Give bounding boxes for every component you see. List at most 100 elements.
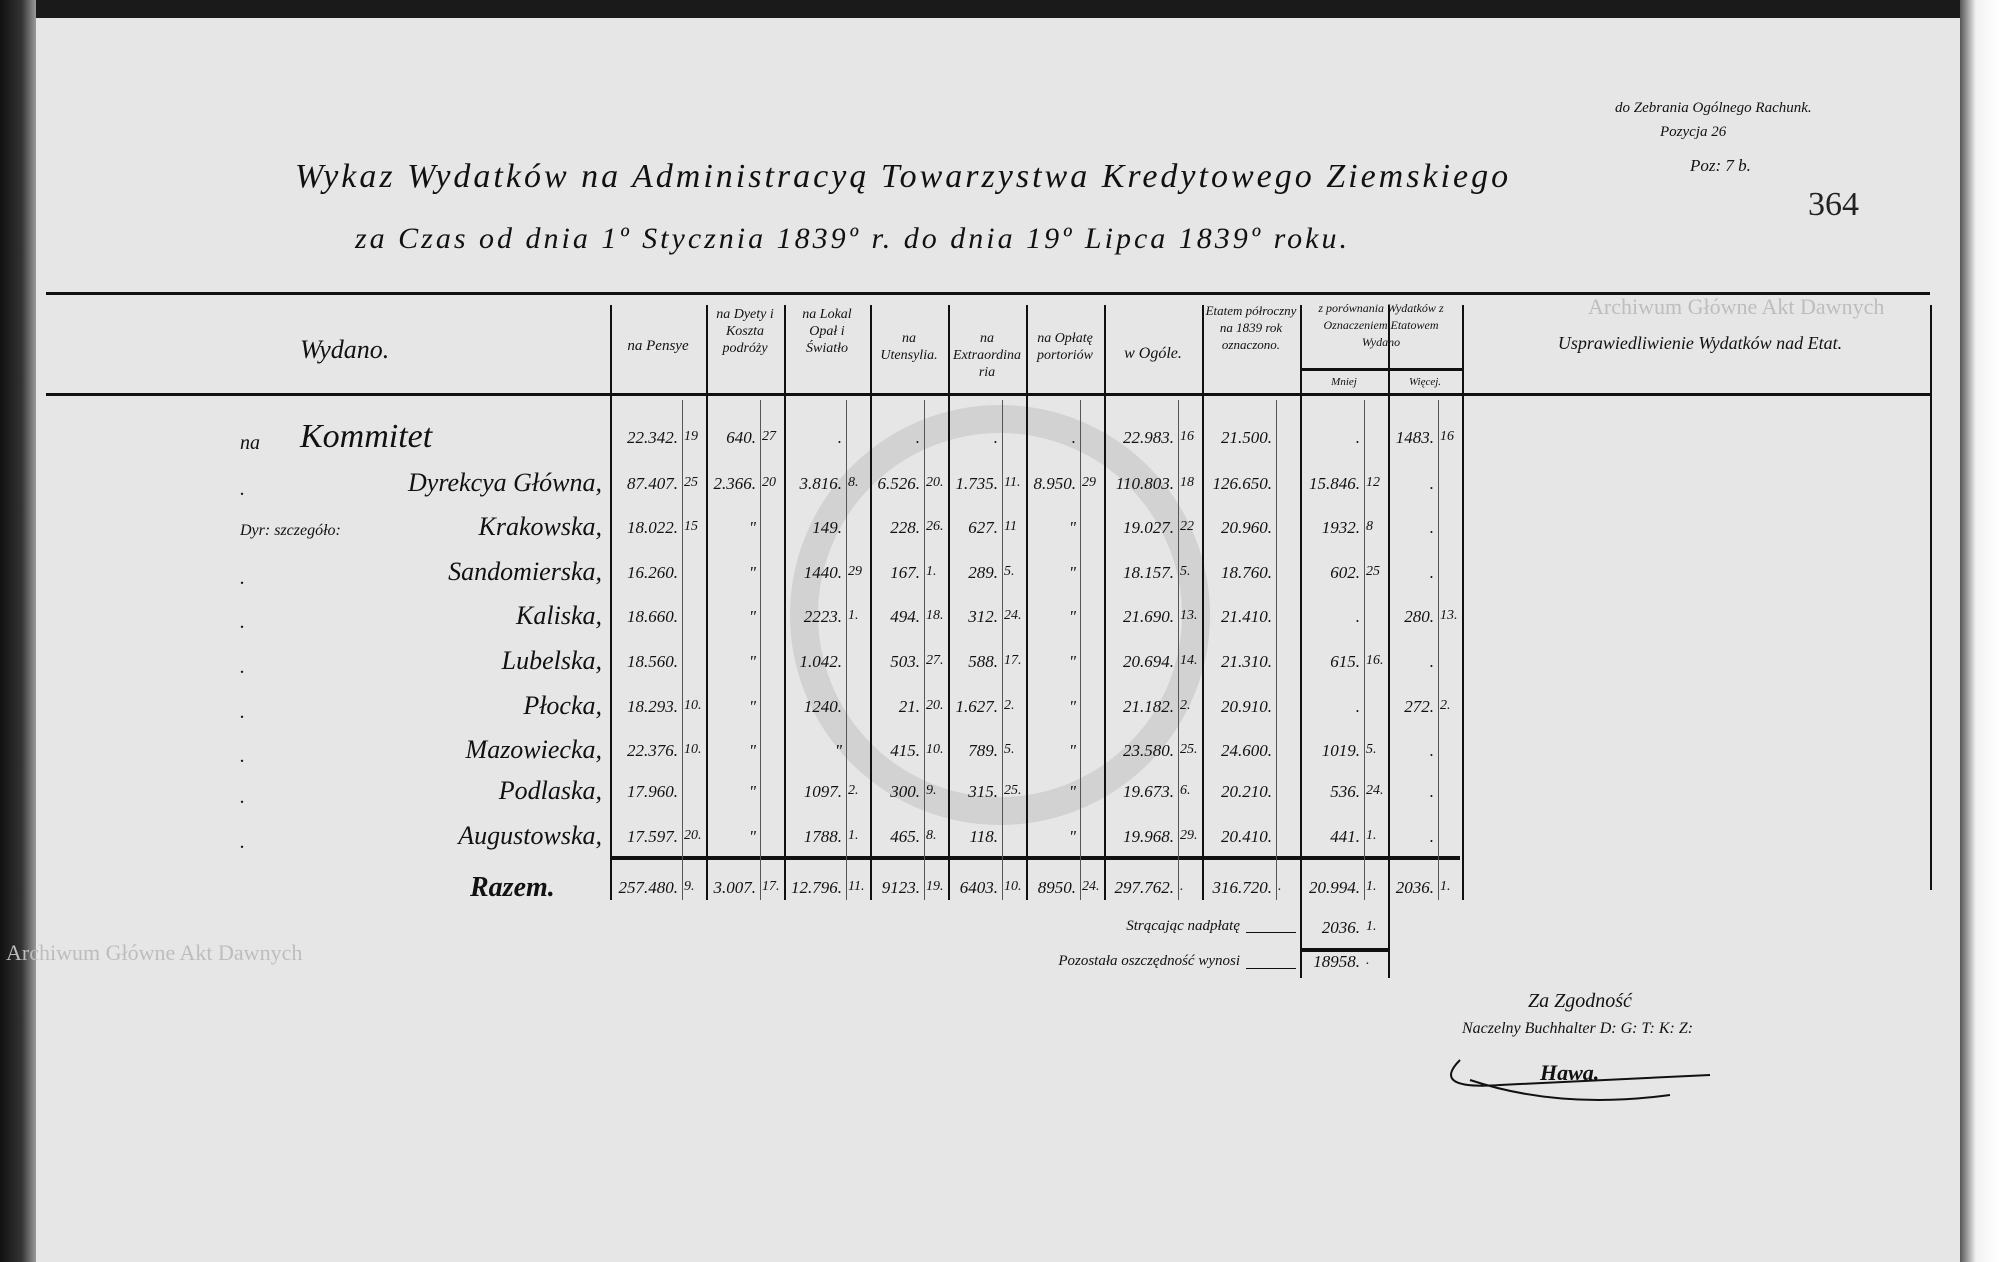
table-cell-value: 2223.	[803, 607, 842, 626]
table-cell-value: 6.526.	[877, 474, 921, 493]
deduction-label: Strącając nadpłatę	[1126, 918, 1240, 934]
scan-left-edge	[0, 0, 36, 1262]
total-cell-grosze: 1.	[1366, 879, 1377, 894]
table-cell-value: 1.735.	[955, 474, 999, 493]
deduction-value: 2036.	[1321, 918, 1360, 937]
column-divider	[1462, 305, 1464, 900]
table-cell-value: 22.983.	[1123, 428, 1174, 447]
row-prefix: .	[240, 567, 245, 589]
row-prefix: .	[240, 478, 245, 500]
table-cell-value: 19.027.	[1123, 518, 1174, 537]
table-cell-value: 627.	[968, 518, 998, 537]
table-cell-grosze: 10.	[684, 698, 702, 713]
table-cell-grosze: 20.	[926, 698, 944, 713]
column-divider	[1930, 305, 1932, 890]
table-cell-value: 1440.	[803, 563, 842, 582]
table-cell-grosze: 10.	[926, 742, 944, 757]
table-cell-value: 503.	[890, 652, 920, 671]
table-cell-grosze: 8.	[926, 828, 937, 843]
table-cell-value: 24.600.	[1221, 741, 1272, 760]
table-cell-value: .	[1429, 518, 1434, 537]
table-cell-value: 21.182.	[1123, 697, 1174, 716]
table-cell-value: .	[1429, 563, 1434, 582]
row-prefix: .	[240, 786, 245, 808]
total-cell-value: 316.720.	[1212, 878, 1273, 897]
table-cell-value: 20.910.	[1221, 697, 1272, 716]
total-cell-value: 12.796.	[791, 878, 842, 897]
table-cell-grosze: 2.	[1180, 698, 1191, 713]
table-cell-value: 640.	[726, 428, 756, 447]
header-bottom-rule	[46, 393, 1930, 396]
table-cell-value: 602.	[1330, 563, 1360, 582]
table-cell-grosze: 25.	[1004, 783, 1022, 798]
table-cell-value: .	[1429, 474, 1434, 493]
table-cell-value: 18.660.	[627, 607, 678, 626]
table-cell-value: 20.210.	[1221, 782, 1272, 801]
row-label: Mazowiecka,	[465, 735, 602, 764]
signature-flourish	[1450, 1059, 1711, 1101]
header-ogole: w Ogóle.	[1124, 345, 1182, 362]
table-cell-grosze: 27	[762, 429, 776, 444]
total-cell-value: 8950.	[1037, 878, 1076, 897]
summary-divider	[1300, 880, 1302, 978]
table-cell-value: 1788.	[803, 827, 842, 846]
table-cell-grosze: 16	[1440, 429, 1454, 444]
table-cell-value: 19.673.	[1123, 782, 1174, 801]
table-cell-grosze: 15	[684, 519, 698, 534]
table-cell-value: 110.803.	[1115, 474, 1174, 493]
table-cell-grosze: 29	[1082, 475, 1096, 490]
column-divider	[784, 305, 786, 900]
table-cell-grosze: 2.	[848, 783, 859, 798]
column-divider	[870, 305, 872, 900]
table-cell-value: "	[748, 741, 756, 760]
table-cell-grosze: 1.	[848, 828, 859, 843]
table-cell-grosze: 5.	[1004, 742, 1015, 757]
table-cell-value: 18.022.	[627, 518, 678, 537]
table-cell-value: "	[748, 782, 756, 801]
table-cell-grosze: 25.	[1180, 742, 1198, 757]
row-label: Augustowska,	[458, 821, 602, 850]
row-label: Płocka,	[523, 691, 602, 720]
column-divider	[1300, 305, 1302, 900]
signature-line-1: Za Zgodność	[1528, 990, 1632, 1012]
table-cell-value: "	[748, 563, 756, 582]
table-cell-value: .	[1355, 428, 1360, 447]
column-divider	[610, 305, 612, 900]
table-cell-value: 272.	[1404, 697, 1434, 716]
table-cell-grosze: 22	[1180, 519, 1194, 534]
table-cell-value: 20.410.	[1221, 827, 1272, 846]
row-label: Lubelska,	[501, 646, 602, 675]
total-label: Razem.	[470, 872, 555, 903]
table-cell-grosze: 20.	[926, 475, 944, 490]
table-cell-value: 16.260.	[627, 563, 678, 582]
table-cell-value: "	[1068, 827, 1076, 846]
header-extra: na Extraordinaria	[953, 331, 1021, 380]
subcolumn-divider	[846, 400, 847, 900]
archive-note-2: Pozycja 26	[1660, 124, 1727, 140]
row-prefix: Dyr: szczegóło:	[240, 522, 341, 539]
table-cell-value: "	[1068, 518, 1076, 537]
signature-line-2: Naczelny Buchhalter D: G: T: K: Z:	[1462, 1020, 1694, 1037]
total-cell-grosze: 19.	[926, 879, 944, 894]
table-cell-grosze: 5.	[1180, 564, 1191, 579]
table-cell-value: 20.694.	[1123, 652, 1174, 671]
table-cell-value: 21.310.	[1221, 652, 1272, 671]
table-cell-value: 494.	[890, 607, 920, 626]
total-cell-grosze: 9.	[684, 879, 695, 894]
table-cell-value: 22.342.	[627, 428, 678, 447]
document-title: Wykaz Wydatków na Administracyą Towarzys…	[295, 158, 1512, 195]
total-cell-grosze: .	[1180, 879, 1184, 894]
table-cell-value: "	[748, 697, 756, 716]
header-lokal: na Lokal Opał i Światło	[802, 307, 852, 356]
table-cell-grosze: 25	[1366, 564, 1380, 579]
table-cell-grosze: 26.	[926, 519, 944, 534]
table-cell-value: 465.	[890, 827, 920, 846]
total-rule	[612, 856, 1460, 860]
table-cell-value: 615.	[1330, 652, 1360, 671]
table-cell-value: 1.042.	[799, 652, 843, 671]
subcolumn-divider	[760, 400, 761, 900]
table-cell-value: "	[834, 741, 842, 760]
table-cell-value: "	[748, 607, 756, 626]
table-cell-value: 21.	[898, 697, 920, 716]
table-cell-value: 149.	[812, 518, 842, 537]
